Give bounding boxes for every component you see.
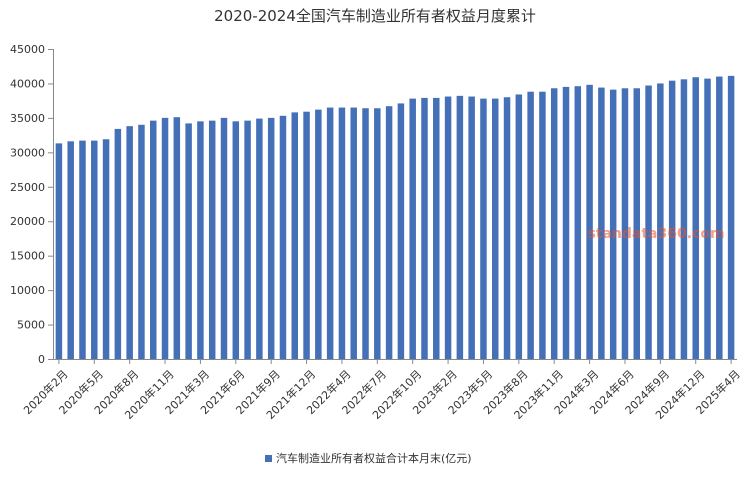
y-tick-label: 20000 — [10, 215, 45, 228]
bar[interactable] — [208, 120, 216, 359]
bar[interactable] — [315, 109, 322, 360]
y-tick-label: 40000 — [10, 77, 45, 90]
bar[interactable] — [362, 108, 369, 360]
bars-group — [55, 75, 735, 360]
bar[interactable] — [468, 96, 475, 359]
y-axis: 0 5000 10000 15000 20000 25000 30000 35000 40000… — [10, 43, 53, 366]
bar[interactable] — [492, 98, 499, 359]
bar[interactable] — [456, 95, 464, 359]
bar[interactable] — [114, 128, 122, 359]
bar[interactable] — [350, 107, 357, 359]
bar[interactable] — [326, 107, 334, 359]
legend[interactable]: 汽车制造业所有者权益合计本月末(亿元) — [265, 451, 472, 465]
bar[interactable] — [397, 103, 405, 359]
watermark: standata360.com — [587, 226, 724, 242]
bar[interactable] — [303, 111, 310, 359]
bar[interactable] — [374, 108, 381, 360]
bar[interactable] — [621, 88, 629, 360]
bar[interactable] — [633, 88, 641, 360]
y-tick-label: 15000 — [10, 250, 45, 263]
y-tick-label: 45000 — [10, 43, 45, 56]
bar[interactable] — [609, 89, 617, 359]
bar[interactable] — [503, 97, 511, 359]
chart-title: 2020-2024全国汽车制造业所有者权益月度累计 — [214, 7, 536, 25]
bar[interactable] — [704, 78, 711, 360]
bar[interactable] — [562, 86, 570, 359]
bar[interactable] — [55, 143, 63, 359]
bar[interactable] — [126, 126, 133, 359]
bar[interactable] — [385, 106, 393, 360]
bar[interactable] — [421, 97, 428, 359]
bar[interactable] — [716, 76, 723, 359]
bar[interactable] — [680, 79, 688, 359]
legend-swatch — [265, 455, 272, 462]
bar[interactable] — [232, 121, 240, 359]
bar[interactable] — [539, 91, 546, 360]
bar[interactable] — [161, 117, 169, 359]
legend-label: 汽车制造业所有者权益合计本月末(亿元) — [276, 451, 472, 465]
y-tick-label: 35000 — [10, 112, 45, 125]
bar[interactable] — [197, 121, 204, 359]
bar[interactable] — [480, 98, 487, 359]
bar[interactable] — [527, 91, 534, 360]
bar[interactable] — [138, 124, 145, 359]
x-axis: 2020年2月2020年5月2020年8月2020年11月2021年3月2021… — [20, 359, 743, 422]
y-tick-label: 10000 — [10, 284, 45, 297]
bar[interactable] — [91, 140, 98, 359]
bar[interactable] — [550, 88, 558, 360]
bar[interactable] — [338, 107, 346, 359]
bar[interactable] — [645, 85, 652, 359]
bar[interactable] — [256, 118, 263, 359]
bar[interactable] — [668, 80, 676, 359]
bar[interactable] — [279, 115, 287, 359]
bar[interactable] — [657, 83, 664, 359]
bar[interactable] — [692, 77, 699, 360]
bar[interactable] — [598, 87, 605, 359]
bar[interactable] — [79, 140, 86, 359]
bar[interactable] — [409, 98, 416, 359]
bar[interactable] — [291, 112, 299, 359]
bar[interactable] — [727, 75, 735, 360]
bar[interactable] — [586, 84, 593, 359]
bar[interactable] — [150, 120, 157, 359]
bar[interactable] — [67, 141, 74, 359]
bar[interactable] — [102, 139, 110, 359]
bar[interactable] — [244, 120, 251, 359]
y-tick-label: 25000 — [10, 181, 45, 194]
bar[interactable] — [173, 117, 181, 359]
bar[interactable] — [185, 123, 192, 360]
bar[interactable] — [433, 97, 440, 359]
bar[interactable] — [267, 117, 275, 359]
y-tick-label: 0 — [38, 353, 45, 366]
bar[interactable] — [574, 86, 582, 359]
y-tick-label: 5000 — [17, 319, 45, 332]
bar[interactable] — [515, 94, 523, 359]
bar[interactable] — [220, 117, 228, 359]
y-tick-label: 30000 — [10, 146, 45, 159]
bar[interactable] — [444, 96, 452, 359]
